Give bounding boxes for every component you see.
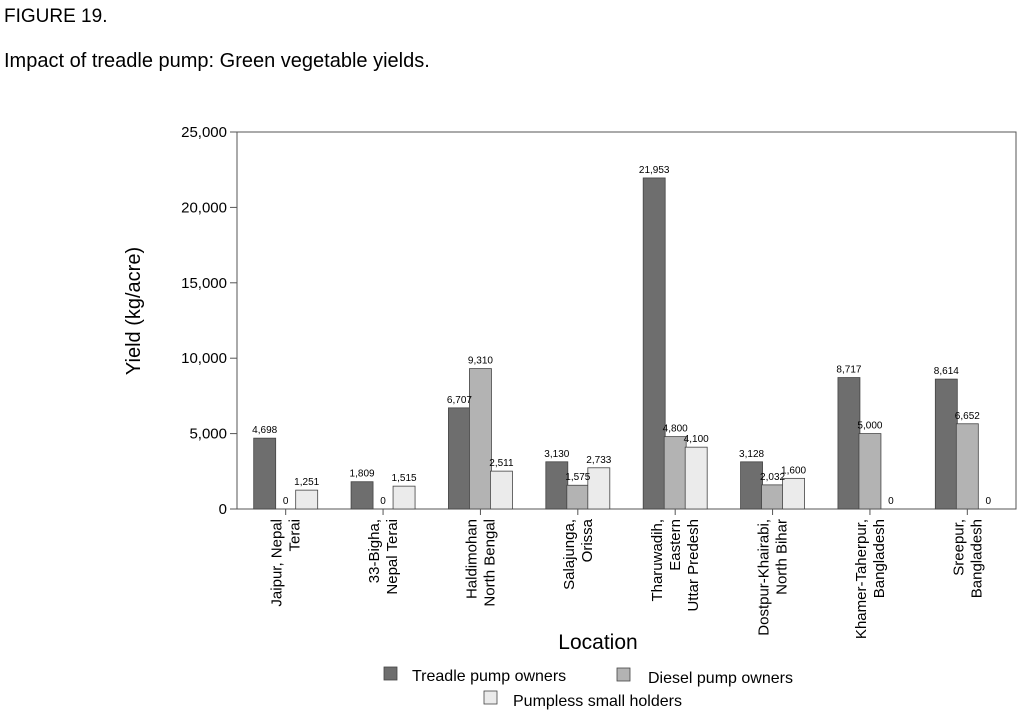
x-tick-label-line: North Bihar bbox=[774, 519, 791, 595]
x-tick-label-line: Eastern bbox=[667, 519, 684, 571]
data-label: 1,251 bbox=[294, 477, 319, 488]
data-label: 1,600 bbox=[781, 465, 806, 476]
figure-label: FIGURE 19. bbox=[4, 6, 108, 27]
data-labels: 4,698 0 1,251 1,809 0 1,515 6,707 9,310 2,511 3,1… bbox=[252, 165, 991, 507]
bar-1-7 bbox=[837, 377, 861, 510]
bar-3-2 bbox=[392, 485, 416, 510]
data-label: 4,100 bbox=[684, 434, 709, 445]
x-tick-label: HaldimohanNorth Bengal bbox=[463, 519, 498, 607]
figure-title: Impact of treadle pump: Green vegetable … bbox=[4, 50, 430, 72]
data-label: 3,130 bbox=[544, 449, 569, 460]
data-label: 6,652 bbox=[955, 411, 980, 422]
x-tick-label-line: Bangladesh bbox=[968, 519, 985, 598]
y-tick-label: 20,000 bbox=[181, 199, 227, 216]
x-tick-label-line: Uttar Predesh bbox=[685, 519, 702, 612]
data-label: 21,953 bbox=[639, 165, 670, 176]
bar-3-4 bbox=[587, 467, 611, 510]
data-label: 0 bbox=[283, 496, 289, 507]
data-label: 0 bbox=[380, 496, 386, 507]
data-label: 5,000 bbox=[857, 421, 882, 432]
bar-1-8 bbox=[934, 378, 958, 510]
x-tick-label-line: Tharuwadih, bbox=[649, 519, 666, 602]
x-tick-label-line: Orissa bbox=[579, 518, 596, 562]
legend-swatch-2 bbox=[616, 667, 631, 682]
y-tick-label: 0 bbox=[219, 501, 227, 518]
data-label: 2,032 bbox=[760, 472, 785, 483]
plot-frame bbox=[236, 131, 1017, 510]
bar-1-3 bbox=[448, 407, 471, 510]
y-tick-label: 15,000 bbox=[181, 275, 227, 292]
x-tick-label: 33-Bigha,Nepal Terai bbox=[366, 519, 401, 595]
bar-3-1 bbox=[295, 489, 319, 510]
legend-swatch-1 bbox=[383, 666, 398, 681]
x-tick-label: Salajunga,Orissa bbox=[561, 518, 596, 590]
x-tick-label: Tharuwadih,EasternUttar Predesh bbox=[649, 519, 702, 612]
x-tick-label: Dostpur-Khairabi,North Bihar bbox=[756, 519, 791, 636]
data-label: 9,310 bbox=[468, 356, 493, 367]
x-tick-label: Khamer-Taherpur,Bangladesh bbox=[853, 519, 888, 639]
legend-label-2: Diesel pump owners bbox=[648, 670, 793, 687]
bar-3-5 bbox=[684, 446, 708, 510]
bar-1-1 bbox=[253, 437, 277, 510]
x-tick-label-line: North Bengal bbox=[481, 519, 498, 607]
x-tick-label-line: Khamer-Taherpur, bbox=[853, 519, 870, 639]
x-tick-label: Jaipur, NepalTerai bbox=[269, 519, 304, 607]
legend: Treadle pump owners Diesel pump owners Pum… bbox=[383, 666, 793, 710]
data-label: 3,128 bbox=[739, 449, 764, 460]
bar-2-4 bbox=[566, 484, 590, 510]
data-label: 4,800 bbox=[663, 424, 688, 435]
x-tick-label-line: Sreepur, bbox=[950, 519, 967, 576]
data-label: 8,614 bbox=[934, 366, 959, 377]
bars bbox=[253, 177, 979, 510]
y-axis-title: Yield (kg/acre) bbox=[123, 247, 145, 375]
bar-3-3 bbox=[490, 470, 513, 510]
data-label: 2,511 bbox=[489, 458, 514, 469]
bar-1-2 bbox=[350, 481, 374, 510]
legend-label-1: Treadle pump owners bbox=[412, 668, 566, 685]
bar-1-5 bbox=[642, 177, 666, 510]
bar-1-6 bbox=[740, 461, 763, 510]
legend-swatch-3 bbox=[483, 690, 498, 705]
x-tick-label-line: Haldimohan bbox=[463, 519, 480, 599]
x-tick-label-line: Bangladesh bbox=[871, 519, 888, 598]
x-tick-label-line: Salajunga, bbox=[561, 519, 578, 590]
bar-2-7 bbox=[858, 433, 882, 510]
data-label: 1,575 bbox=[565, 472, 590, 483]
x-tick-label-line: Terai bbox=[287, 519, 304, 552]
bar-3-6 bbox=[782, 477, 805, 510]
data-label: 1,515 bbox=[392, 473, 417, 484]
y-tick-label: 25,000 bbox=[181, 124, 227, 141]
data-label: 2,733 bbox=[586, 455, 611, 466]
plot-border bbox=[236, 131, 1017, 510]
bar-2-5 bbox=[663, 436, 687, 510]
x-axis-title: Location bbox=[558, 631, 637, 654]
data-label: 0 bbox=[986, 496, 992, 507]
x-axis: Jaipur, NepalTerai 33-Bigha,Nepal Terai Ha… bbox=[269, 509, 985, 639]
x-tick-label-line: Nepal Terai bbox=[384, 519, 401, 595]
y-tick-label: 10,000 bbox=[181, 350, 227, 367]
data-label: 8,717 bbox=[836, 365, 861, 376]
x-tick-label-line: 33-Bigha, bbox=[366, 519, 383, 583]
legend-label-3: Pumpless small holders bbox=[513, 693, 682, 710]
data-label: 0 bbox=[888, 496, 894, 507]
bar-2-3 bbox=[469, 368, 492, 510]
data-label: 6,707 bbox=[447, 395, 472, 406]
y-axis: 0 5,000 10,000 15,000 20,000 25,000 bbox=[181, 124, 237, 518]
y-tick-label: 5,000 bbox=[189, 426, 227, 443]
bar-2-6 bbox=[761, 484, 784, 510]
bar-2-8 bbox=[955, 423, 979, 510]
bar-1-4 bbox=[545, 461, 569, 510]
data-label: 4,698 bbox=[252, 425, 277, 436]
x-tick-label: Sreepur,Bangladesh bbox=[950, 519, 985, 598]
x-tick-label-line: Jaipur, Nepal bbox=[269, 519, 286, 607]
x-tick-label-line: Dostpur-Khairabi, bbox=[756, 519, 773, 636]
data-label: 1,809 bbox=[350, 469, 375, 480]
